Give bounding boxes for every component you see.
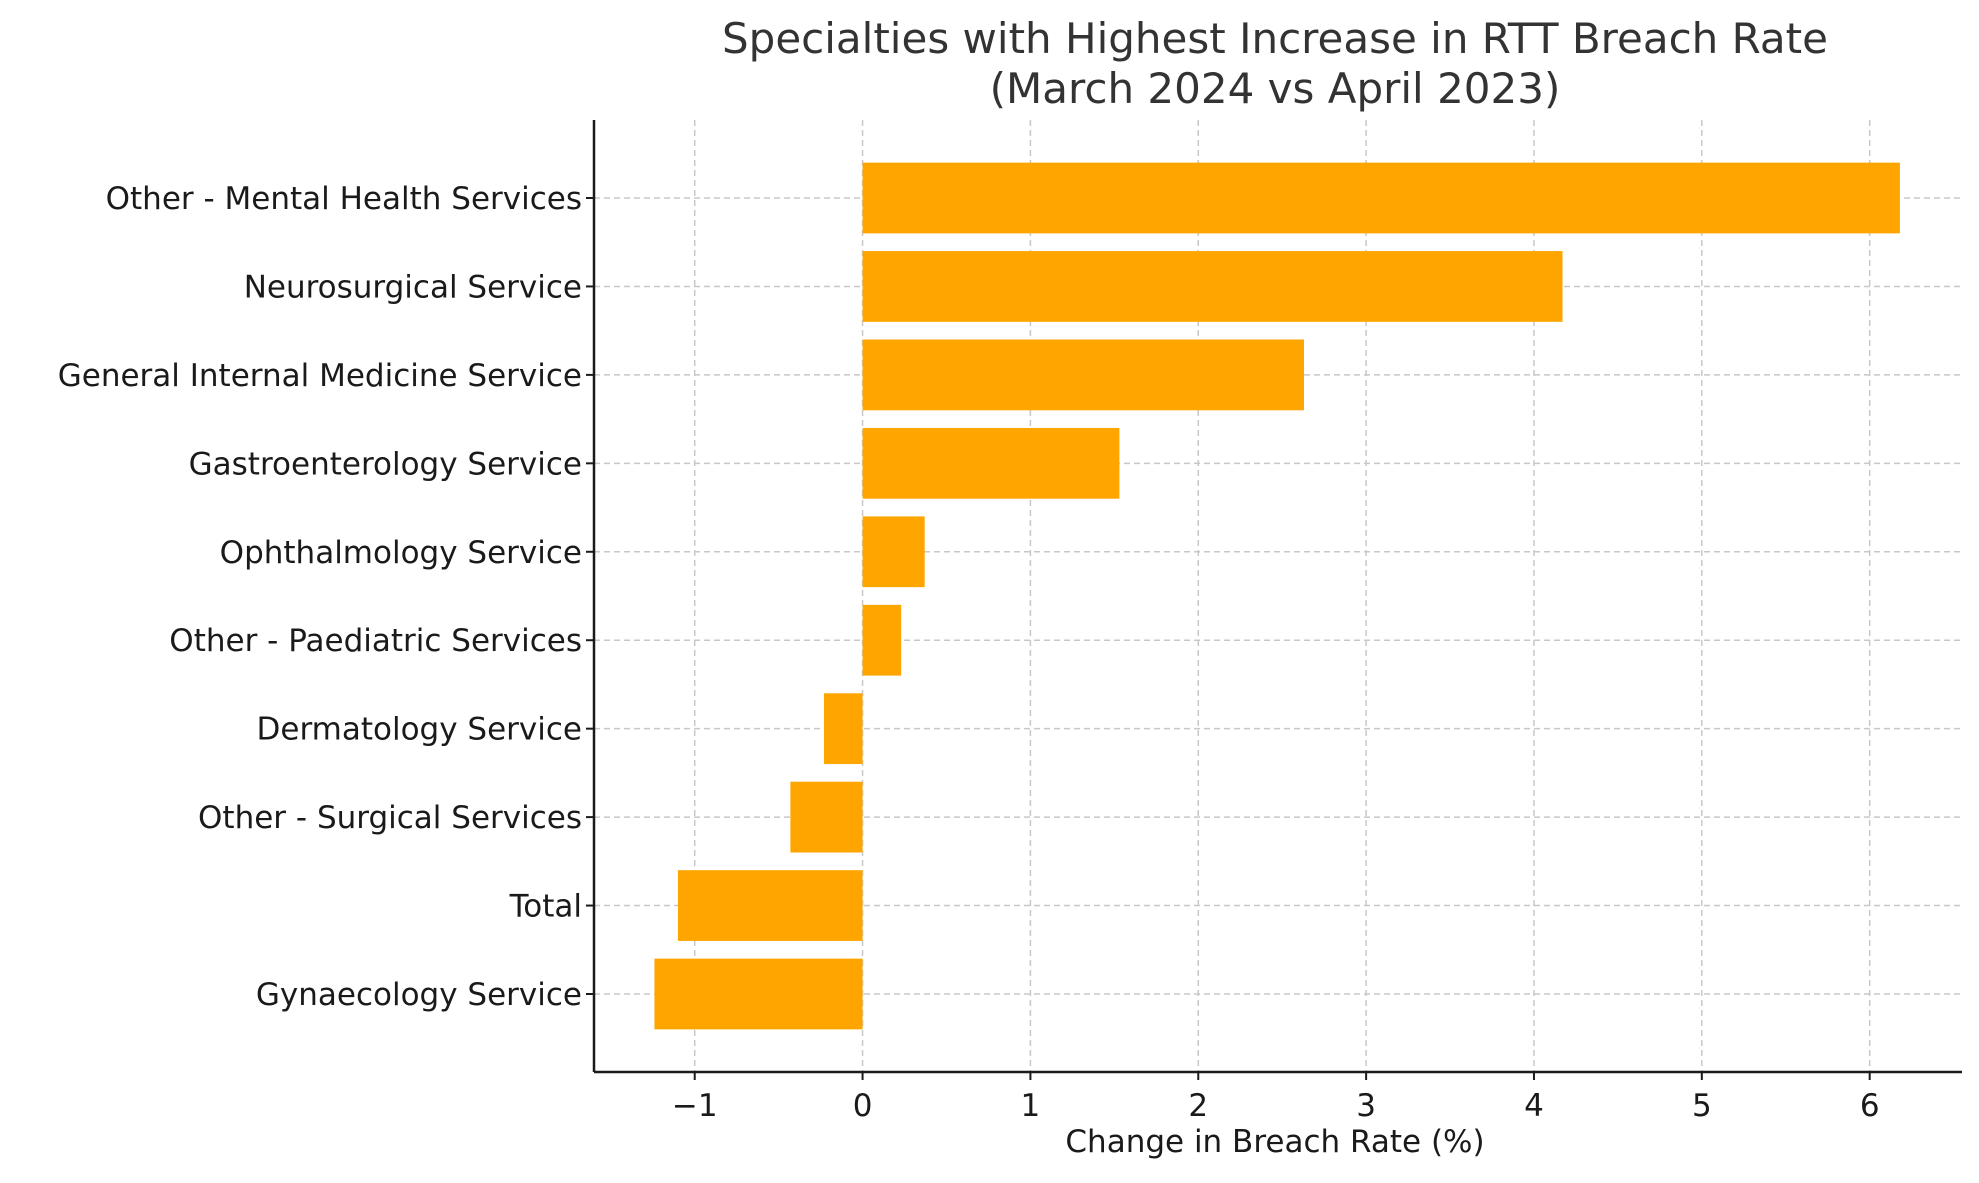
bar <box>677 870 863 941</box>
y-tick-label: General Internal Medicine Service <box>58 358 582 394</box>
bars-layer <box>654 162 1900 1030</box>
x-tick-label: 2 <box>1188 1088 1208 1124</box>
bar <box>654 958 863 1030</box>
x-tick-label: 6 <box>1860 1088 1880 1124</box>
y-tick-label: Neurosurgical Service <box>244 269 582 305</box>
bar <box>790 781 863 853</box>
bar <box>862 604 902 676</box>
y-tick-label: Gastroenterology Service <box>189 446 582 482</box>
bar <box>862 427 1120 499</box>
x-tick-label: 0 <box>853 1088 873 1124</box>
bar <box>862 162 1900 234</box>
x-tick-label: 3 <box>1356 1088 1376 1124</box>
bar <box>862 251 1563 322</box>
x-tick-label: 5 <box>1692 1088 1712 1124</box>
bar <box>862 339 1305 411</box>
y-tick-label: Other - Mental Health Services <box>106 181 582 217</box>
x-tick-label: 1 <box>1021 1088 1041 1124</box>
y-tick-label: Ophthalmology Service <box>220 535 582 571</box>
y-tick-label: Total <box>509 889 582 925</box>
x-tick-label: 4 <box>1524 1088 1544 1124</box>
bar <box>823 693 863 765</box>
x-tick-labels: −1 0 1 2 3 4 5 6 <box>672 1088 1880 1124</box>
y-tick-label: Other - Surgical Services <box>198 800 582 836</box>
x-tick-label: −1 <box>672 1088 718 1124</box>
y-tick-labels: Other - Mental Health Services Neurosurgi… <box>58 181 582 1013</box>
x-axis-label: Change in Breach Rate (%) <box>1065 1124 1484 1160</box>
chart-title-line-2: (March 2024 vs April 2023) <box>990 64 1561 113</box>
y-tick-label: Gynaecology Service <box>256 977 582 1013</box>
axes-layer <box>586 120 1962 1080</box>
y-tick-label: Other - Paediatric Services <box>169 623 582 659</box>
chart-title-line-1: Specialties with Highest Increase in RTT… <box>722 14 1828 63</box>
y-tick-label: Dermatology Service <box>257 712 583 748</box>
bar <box>862 516 925 588</box>
